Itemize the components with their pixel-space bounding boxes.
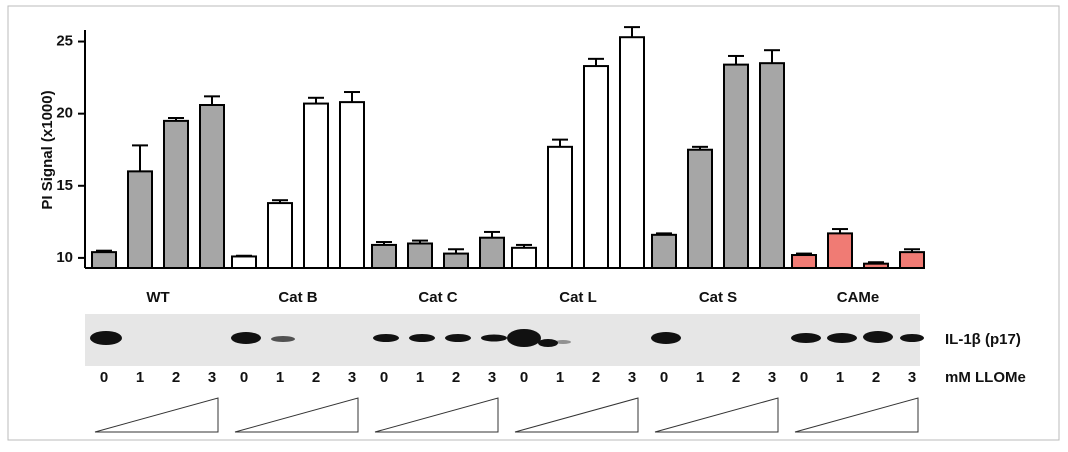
group-label: WT <box>146 289 169 306</box>
dose-label: 0 <box>520 369 528 386</box>
dose-label: 2 <box>312 369 320 386</box>
dose-label: 0 <box>660 369 668 386</box>
dose-label: 2 <box>872 369 880 386</box>
bar <box>548 147 572 268</box>
dose-label: 3 <box>348 369 356 386</box>
dose-wedge <box>515 398 638 432</box>
bar <box>232 256 256 268</box>
y-tick-label: 20 <box>56 105 73 122</box>
dose-wedge <box>795 398 918 432</box>
bar <box>372 245 396 268</box>
y-axis-label: PI Signal (x1000) <box>39 90 56 209</box>
dose-label: 0 <box>380 369 388 386</box>
bar <box>584 66 608 268</box>
dose-label: 0 <box>100 369 108 386</box>
group-label: Cat C <box>418 289 457 306</box>
dose-label: 1 <box>556 369 564 386</box>
bar <box>652 235 676 268</box>
bar <box>900 252 924 268</box>
bar <box>828 233 852 268</box>
bar <box>760 63 784 268</box>
group-label: CAMe <box>837 289 880 306</box>
dose-label: 1 <box>416 369 424 386</box>
bar <box>864 264 888 268</box>
dose-label: 3 <box>628 369 636 386</box>
dose-wedge <box>95 398 218 432</box>
figure: PI Signal (x1000) IL-1β (p17) mM LLOMe 1… <box>0 0 1068 447</box>
bar <box>408 243 432 268</box>
bar <box>688 150 712 268</box>
bar <box>200 105 224 268</box>
blot <box>85 314 924 366</box>
dose-label: 0 <box>240 369 248 386</box>
blot-label: IL-1β (p17) <box>945 331 1021 348</box>
y-tick-label: 10 <box>56 249 73 266</box>
group-label: Cat L <box>559 289 597 306</box>
bar <box>444 254 468 268</box>
bar <box>620 37 644 268</box>
group-label: Cat B <box>278 289 317 306</box>
dose-label: 1 <box>276 369 284 386</box>
bar <box>92 252 116 268</box>
dose-label: 1 <box>696 369 704 386</box>
bar <box>268 203 292 268</box>
dose-wedge <box>655 398 778 432</box>
bar <box>792 255 816 268</box>
dose-wedge <box>235 398 358 432</box>
bar <box>340 102 364 268</box>
dose-label: mM LLOMe <box>945 369 1026 386</box>
y-tick-label: 25 <box>56 33 73 50</box>
dose-label: 2 <box>172 369 180 386</box>
dose-label: 1 <box>836 369 844 386</box>
bar <box>512 248 536 268</box>
bar <box>304 104 328 268</box>
dose-label: 3 <box>908 369 916 386</box>
dose-label: 2 <box>732 369 740 386</box>
dose-label: 3 <box>208 369 216 386</box>
y-tick-label: 15 <box>56 177 73 194</box>
dose-label: 0 <box>800 369 808 386</box>
dose-label: 1 <box>136 369 144 386</box>
bar <box>480 238 504 268</box>
group-label: Cat S <box>699 289 737 306</box>
bar <box>724 65 748 268</box>
bar <box>164 121 188 268</box>
bar <box>128 171 152 268</box>
dose-label: 3 <box>488 369 496 386</box>
dose-label: 3 <box>768 369 776 386</box>
dose-wedge <box>375 398 498 432</box>
dose-label: 2 <box>452 369 460 386</box>
dose-label: 2 <box>592 369 600 386</box>
